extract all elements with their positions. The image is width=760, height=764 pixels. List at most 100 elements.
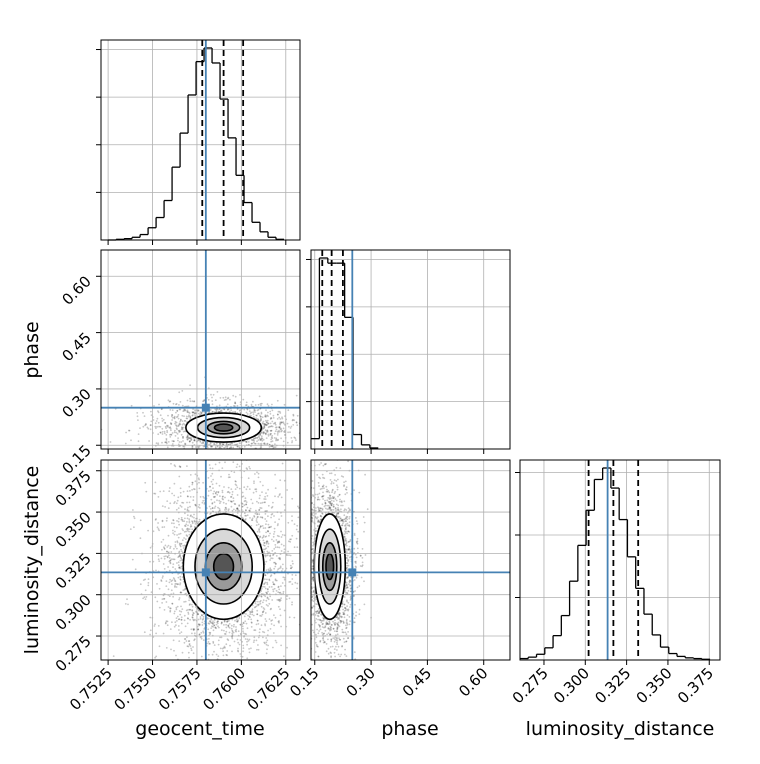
sample-point (242, 457, 244, 459)
sample-point (171, 602, 174, 605)
sample-point (271, 538, 273, 541)
sample-point (179, 555, 182, 557)
sample-point (199, 413, 202, 416)
sample-point (167, 544, 170, 547)
sample-point (273, 530, 276, 533)
sample-point (279, 565, 282, 568)
sample-point (266, 419, 269, 422)
sample-point (186, 622, 189, 625)
sample-point (183, 408, 186, 411)
sample-point (176, 409, 179, 412)
sample-point (199, 636, 202, 639)
sample-point (176, 520, 178, 522)
sample-point (244, 638, 247, 640)
sample-point (220, 671, 222, 673)
sample-point (304, 540, 306, 542)
sample-point (225, 667, 227, 669)
sample-point (179, 466, 182, 468)
sample-point (209, 485, 211, 488)
sample-point (276, 434, 279, 436)
sample-point (277, 523, 279, 525)
sample-point (261, 437, 264, 440)
sample-point (249, 616, 251, 618)
sample-point (210, 622, 213, 624)
sample-point (112, 655, 115, 657)
sample-point (276, 439, 279, 442)
sample-point (278, 518, 280, 521)
sample-point (169, 422, 172, 424)
sample-point (189, 415, 192, 418)
sample-point (217, 491, 220, 494)
sample-point (175, 416, 178, 419)
sample-point (262, 548, 265, 551)
sample-point (223, 633, 226, 635)
sample-point (264, 513, 267, 515)
sample-point (238, 442, 241, 445)
sample-point (312, 423, 314, 425)
sample-point (260, 418, 262, 421)
sample-point (266, 578, 268, 581)
sample-point (168, 451, 170, 453)
sample-point (234, 483, 237, 486)
sample-point (273, 527, 276, 530)
sample-point (174, 579, 176, 582)
sample-point (258, 529, 260, 531)
sample-point (256, 440, 258, 443)
sample-point (291, 583, 294, 585)
sample-point (266, 430, 269, 433)
sample-point (250, 611, 253, 613)
sample-point (253, 515, 256, 517)
sample-point (248, 651, 251, 654)
sample-point (239, 409, 242, 411)
sample-point (202, 400, 205, 402)
sample-point (260, 402, 263, 405)
sample-point (214, 492, 217, 494)
sample-point (296, 424, 299, 427)
sample-point (162, 418, 165, 421)
sample-point (236, 512, 239, 514)
sample-point (261, 422, 264, 424)
sample-point (273, 583, 275, 585)
sample-point (138, 446, 141, 449)
sample-point (281, 429, 283, 432)
sample-point (211, 677, 213, 679)
sample-point (214, 446, 217, 448)
sample-point (190, 531, 193, 533)
sample-point (177, 429, 180, 432)
sample-point (267, 411, 269, 414)
sample-point (198, 445, 201, 447)
sample-point (150, 452, 152, 454)
sample-point (256, 409, 259, 412)
sample-point (258, 528, 260, 530)
sample-point (268, 551, 270, 554)
sample-point (181, 414, 184, 417)
sample-point (293, 546, 296, 549)
sample-point (250, 438, 253, 441)
sample-point (191, 483, 194, 486)
sample-point (258, 508, 261, 511)
sample-point (202, 445, 205, 448)
sample-point (269, 595, 272, 598)
sample-point (139, 427, 141, 429)
sample-point (253, 629, 256, 631)
sample-point (273, 561, 275, 564)
sample-point (235, 484, 238, 487)
sample-point (239, 653, 242, 655)
sample-point (248, 466, 251, 468)
sample-point (209, 467, 212, 470)
contour-line (185, 412, 263, 443)
sample-point (175, 526, 178, 529)
sample-point (177, 437, 180, 439)
sample-point (190, 647, 193, 650)
sample-point (242, 495, 245, 498)
sample-point (234, 395, 237, 398)
sample-point (234, 619, 236, 622)
sample-point (245, 401, 248, 404)
sample-point (180, 428, 183, 431)
sample-point (165, 437, 168, 440)
sample-point (271, 437, 274, 440)
sample-point (262, 427, 265, 430)
sample-point (187, 640, 190, 643)
sample-point (199, 496, 202, 498)
sample-point (187, 645, 190, 648)
